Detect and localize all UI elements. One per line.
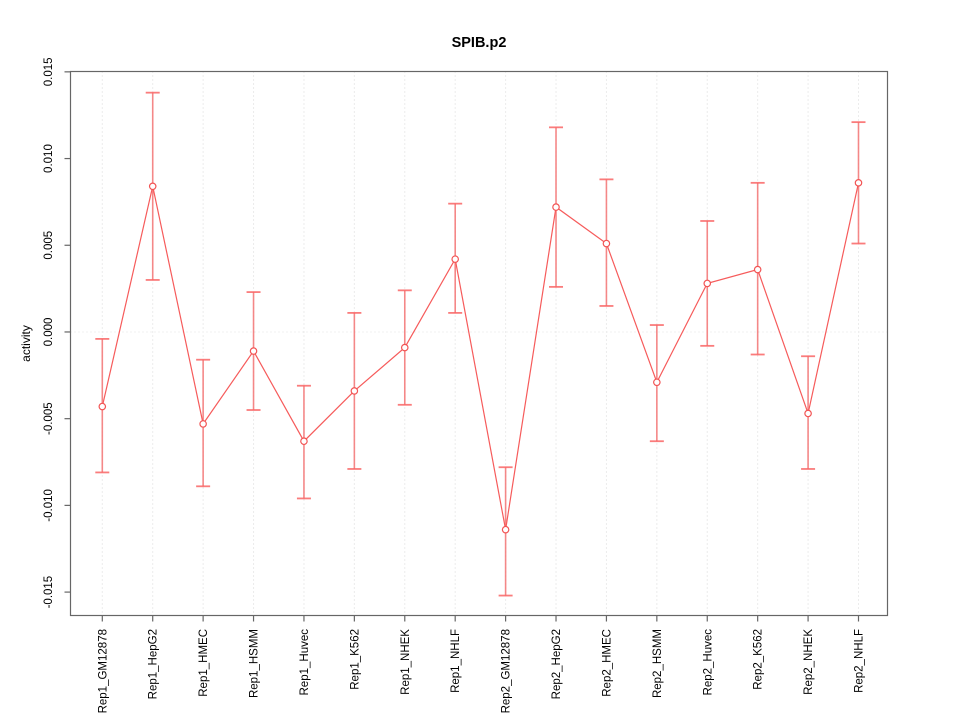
plot-area: -0.015 -0.010 -0.005 0.000 0.005 0.010 0.015 Re… [43, 57, 889, 713]
chart-title: SPIB.p2 [452, 35, 507, 51]
data-point [98, 402, 107, 411]
y-axis-label: activity [19, 325, 33, 362]
y-tick-label: 0.005 [43, 231, 55, 260]
data-point [804, 409, 812, 418]
x-tick-label: Rep2_NHLF [853, 629, 865, 693]
x-tick-label: Rep1_HepG2 [148, 629, 160, 699]
y-tick-label: 0.015 [43, 57, 55, 86]
y-tick-label: -0.015 [43, 576, 55, 609]
series-line [101, 182, 860, 530]
data-point [753, 265, 762, 274]
x-tick-label: Rep2_Huvec [702, 629, 714, 696]
data-point [249, 347, 258, 355]
x-tick-label: Rep2_GM12878 [501, 629, 513, 713]
data-point [703, 279, 712, 288]
data-point [602, 239, 611, 248]
data-point [350, 387, 359, 395]
data-point [552, 203, 560, 211]
data-point [501, 525, 510, 534]
data-point [451, 255, 459, 263]
x-tick-label: Rep2_HMEC [601, 629, 613, 697]
x-tick-label: Rep1_HSMM [249, 629, 261, 698]
x-tick-label: Rep2_HepG2 [551, 629, 563, 699]
data-point [400, 343, 409, 352]
x-tick-label: Rep2_NHEK [803, 629, 815, 695]
data-point [854, 179, 863, 187]
data-point [148, 182, 157, 191]
y-tick-label: -0.005 [43, 402, 55, 435]
x-tick-label: Rep1_NHEK [400, 629, 412, 695]
x-tick-label: Rep2_K562 [753, 629, 765, 690]
y-tick-label: 0.010 [43, 144, 55, 173]
data-point [199, 420, 207, 428]
x-tick-label: Rep1_HMEC [198, 629, 210, 697]
data-point [300, 437, 308, 446]
y-tick-label: 0.000 [43, 318, 55, 347]
x-tick-label: Rep2_HSMM [652, 629, 664, 698]
x-tick-label: Rep1_K562 [349, 629, 361, 690]
x-tick-label: Rep1_NHLF [450, 629, 462, 693]
x-tick-label: Rep1_Huvec [299, 629, 311, 696]
x-tick-label: Rep1_GM12878 [97, 629, 109, 713]
plot-box [69, 70, 889, 617]
data-point [653, 378, 661, 387]
y-tick-label: -0.010 [43, 489, 55, 522]
